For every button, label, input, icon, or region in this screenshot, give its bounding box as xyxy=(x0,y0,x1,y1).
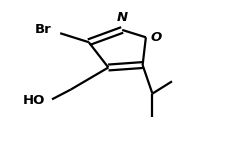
Text: HO: HO xyxy=(22,94,45,107)
Text: O: O xyxy=(151,31,162,44)
Text: Br: Br xyxy=(34,23,51,36)
Text: N: N xyxy=(117,11,128,24)
